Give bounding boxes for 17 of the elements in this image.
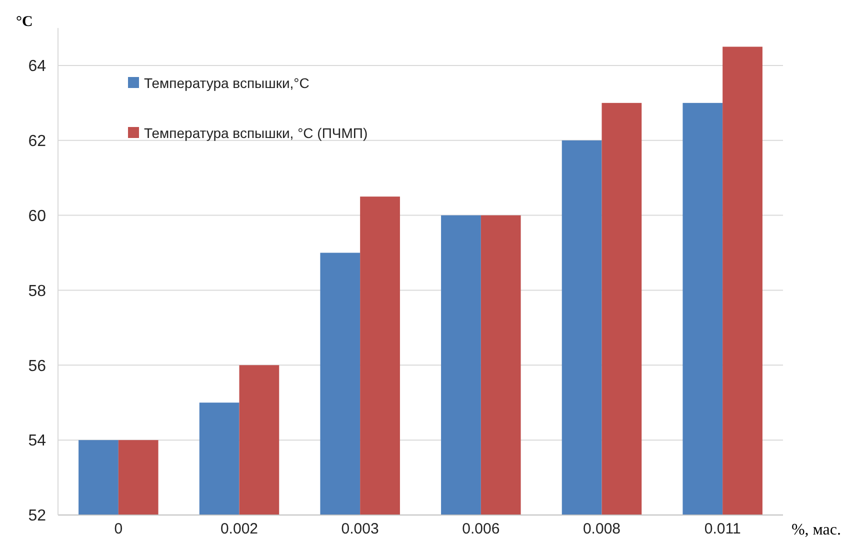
y-axis-title: °C xyxy=(16,14,33,30)
y-tick-label: 54 xyxy=(28,432,46,450)
x-tick-label: 0.008 xyxy=(582,520,621,538)
y-tick-label: 56 xyxy=(28,358,46,375)
x-axis-title: %, мас. xyxy=(791,521,841,538)
y-tick-label: 62 xyxy=(28,132,46,150)
y-tick-label: 60 xyxy=(28,208,46,225)
y-tick-label: 52 xyxy=(28,508,46,525)
x-tick-label: 0.002 xyxy=(220,520,258,538)
x-tick-label: 0.003 xyxy=(341,520,379,538)
x-tick-label: 0.006 xyxy=(462,520,500,538)
x-tick-label: 0 xyxy=(114,520,123,538)
y-tick-label: 64 xyxy=(28,58,46,76)
legend-label: Температура вспышки, °C (ПЧМП) xyxy=(144,124,368,141)
legend-label: Температура вспышки,°C xyxy=(144,74,310,91)
x-tick-label: 0.011 xyxy=(704,520,741,538)
y-tick-label: 58 xyxy=(28,282,46,300)
